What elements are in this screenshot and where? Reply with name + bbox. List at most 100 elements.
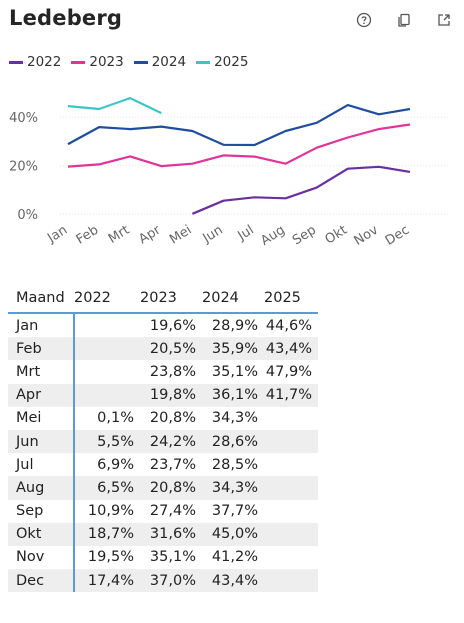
table-header-2022[interactable]: 2022 xyxy=(74,290,111,306)
legend-swatch xyxy=(9,60,23,64)
table-cell-value: 45,0% xyxy=(202,522,264,546)
table-cell-value xyxy=(264,429,318,454)
y-tick-label: 20% xyxy=(9,160,38,175)
table-cell-value xyxy=(74,337,140,361)
table-cell-value: 34,3% xyxy=(202,476,264,500)
table-cell-value: 43,4% xyxy=(264,337,318,361)
table-cell-value: 35,1% xyxy=(211,363,258,380)
table-cell-value xyxy=(264,500,318,523)
visual-header-icons xyxy=(356,12,452,28)
table-cell-value: 19,6% xyxy=(140,311,202,338)
table-cell-value: 6,5% xyxy=(74,476,140,500)
page-title: Ledeberg xyxy=(9,6,123,30)
table-cell-month: Dec xyxy=(8,569,75,593)
line-chart: 0% 20% 40% Jan Feb Mrt Apr Mei Jun Jul Aug Sep Okt No… xyxy=(9,97,450,249)
legend-swatch xyxy=(196,60,211,64)
table-cell-month: Mrt xyxy=(8,360,75,384)
table-cell-value: 20,5% xyxy=(140,337,202,361)
table-row: Dec 17,4% 37,0% 43,4% xyxy=(8,569,318,593)
table-cell-month: Sep xyxy=(8,499,75,523)
legend-item-2022[interactable]: 2022 xyxy=(9,54,61,70)
table-cell-value xyxy=(74,311,140,338)
table-cell-value: 23,7% xyxy=(149,456,196,473)
table-cell-value: 6,9% xyxy=(97,456,134,473)
chart-legend: 2022 2023 2024 2025 xyxy=(9,54,248,70)
table-row: Jun 5,5% 24,2% 28,6% xyxy=(8,429,318,454)
table-cell-value xyxy=(264,407,318,430)
series-line-2024[interactable] xyxy=(67,104,411,147)
x-tick-label: Jan xyxy=(44,223,70,247)
table-cell-value: 24,2% xyxy=(140,429,202,454)
legend-label: 2022 xyxy=(27,54,62,70)
table-row: Mrt 23,8% 35,1% 47,9% xyxy=(8,360,318,384)
table-cell-value: 34,3% xyxy=(211,410,258,427)
table-cell-value: 44,6% xyxy=(264,311,318,338)
table-header-maand[interactable]: Maand xyxy=(16,290,65,306)
table-cell-value xyxy=(74,383,140,407)
table-header-2025[interactable]: 2025 xyxy=(264,290,301,306)
table-cell-month: Nov xyxy=(8,545,75,570)
table-row: Nov 19,5% 35,1% 41,2% xyxy=(8,545,318,570)
table-cell-value xyxy=(264,546,318,569)
expand-icon[interactable] xyxy=(436,12,452,28)
table-cell-month: Apr xyxy=(8,383,75,407)
data-table: Maand 2022 2023 2024 2025 Jan 19,6% 28,9% 44,6%… xyxy=(8,284,318,593)
table-header-2023[interactable]: 2023 xyxy=(140,290,177,306)
help-icon[interactable] xyxy=(356,12,372,28)
y-tick-label: 0% xyxy=(17,208,38,223)
table-cell-value xyxy=(264,522,318,546)
legend-label: 2024 xyxy=(151,54,187,70)
table-row: Mei 0,1% 20,8% 34,3% xyxy=(8,406,318,430)
table-row: Okt 18,7% 31,6% 45,0% xyxy=(8,522,318,546)
x-tick-label: Aug xyxy=(258,223,287,249)
series-line-2023[interactable] xyxy=(67,123,411,168)
table-cell-value: 37,0% xyxy=(140,569,202,593)
table-row: Feb 20,5% 35,9% 43,4% xyxy=(8,337,318,361)
x-tick-label: Mei xyxy=(167,223,194,248)
x-tick-label: Dec xyxy=(383,223,412,249)
x-tick-label: Feb xyxy=(74,223,101,248)
table-cell-value: 27,4% xyxy=(149,503,196,520)
table-header-row: Maand 2022 2023 2024 2025 xyxy=(8,284,318,313)
table-cell-value xyxy=(264,453,318,476)
table-cell-value xyxy=(264,569,318,593)
table-cell-value: 35,9% xyxy=(202,337,264,361)
table-cell-value: 17,4% xyxy=(74,569,140,593)
legend-item-2024[interactable]: 2024 xyxy=(133,54,187,70)
table-cell-month: Okt xyxy=(8,522,75,546)
table-cell-value: 28,9% xyxy=(202,311,264,338)
table-cell-month: Feb xyxy=(8,337,75,361)
table-cell-value: 20,8% xyxy=(149,410,196,427)
legend-label: 2025 xyxy=(214,54,249,70)
series-line-2022[interactable] xyxy=(191,165,411,215)
x-tick-label: Sep xyxy=(290,223,319,249)
table-cell-month: Jun xyxy=(8,429,75,454)
table-header-2024[interactable]: 2024 xyxy=(202,290,239,306)
table-row: Aug 6,5% 20,8% 34,3% xyxy=(8,476,318,500)
legend-label: 2023 xyxy=(89,54,124,70)
legend-item-2025[interactable]: 2025 xyxy=(196,54,248,70)
copy-icon[interactable] xyxy=(396,12,412,28)
table-cell-value: 19,5% xyxy=(87,549,134,566)
table-cell-value: 41,7% xyxy=(264,383,318,407)
table-cell-value: 28,6% xyxy=(202,429,264,454)
table-cell-value: 31,6% xyxy=(140,522,202,546)
table-cell-value: 41,2% xyxy=(211,549,258,566)
y-tick-label: 40% xyxy=(9,111,38,126)
table-row: Apr 19,8% 36,1% 41,7% xyxy=(8,383,318,407)
legend-swatch xyxy=(133,60,148,64)
table-cell-value: 18,7% xyxy=(74,522,140,546)
table-cell-value: 36,1% xyxy=(202,383,264,407)
x-tick-label: Okt xyxy=(323,223,350,248)
x-tick-label: Mrt xyxy=(106,223,132,247)
table-row: Jan 19,6% 28,9% 44,6% xyxy=(8,311,318,338)
legend-item-2023[interactable]: 2023 xyxy=(71,54,124,70)
series-line-2025[interactable] xyxy=(67,97,162,115)
table-cell-value: 0,1% xyxy=(97,410,134,427)
x-tick-label: Jun xyxy=(200,223,226,247)
table-cell-value xyxy=(264,476,318,500)
table-cell-month: Jul xyxy=(8,453,75,477)
table-cell-value: 28,5% xyxy=(211,456,258,473)
legend-swatch xyxy=(71,60,86,64)
table-cell-value: 35,1% xyxy=(149,549,196,566)
